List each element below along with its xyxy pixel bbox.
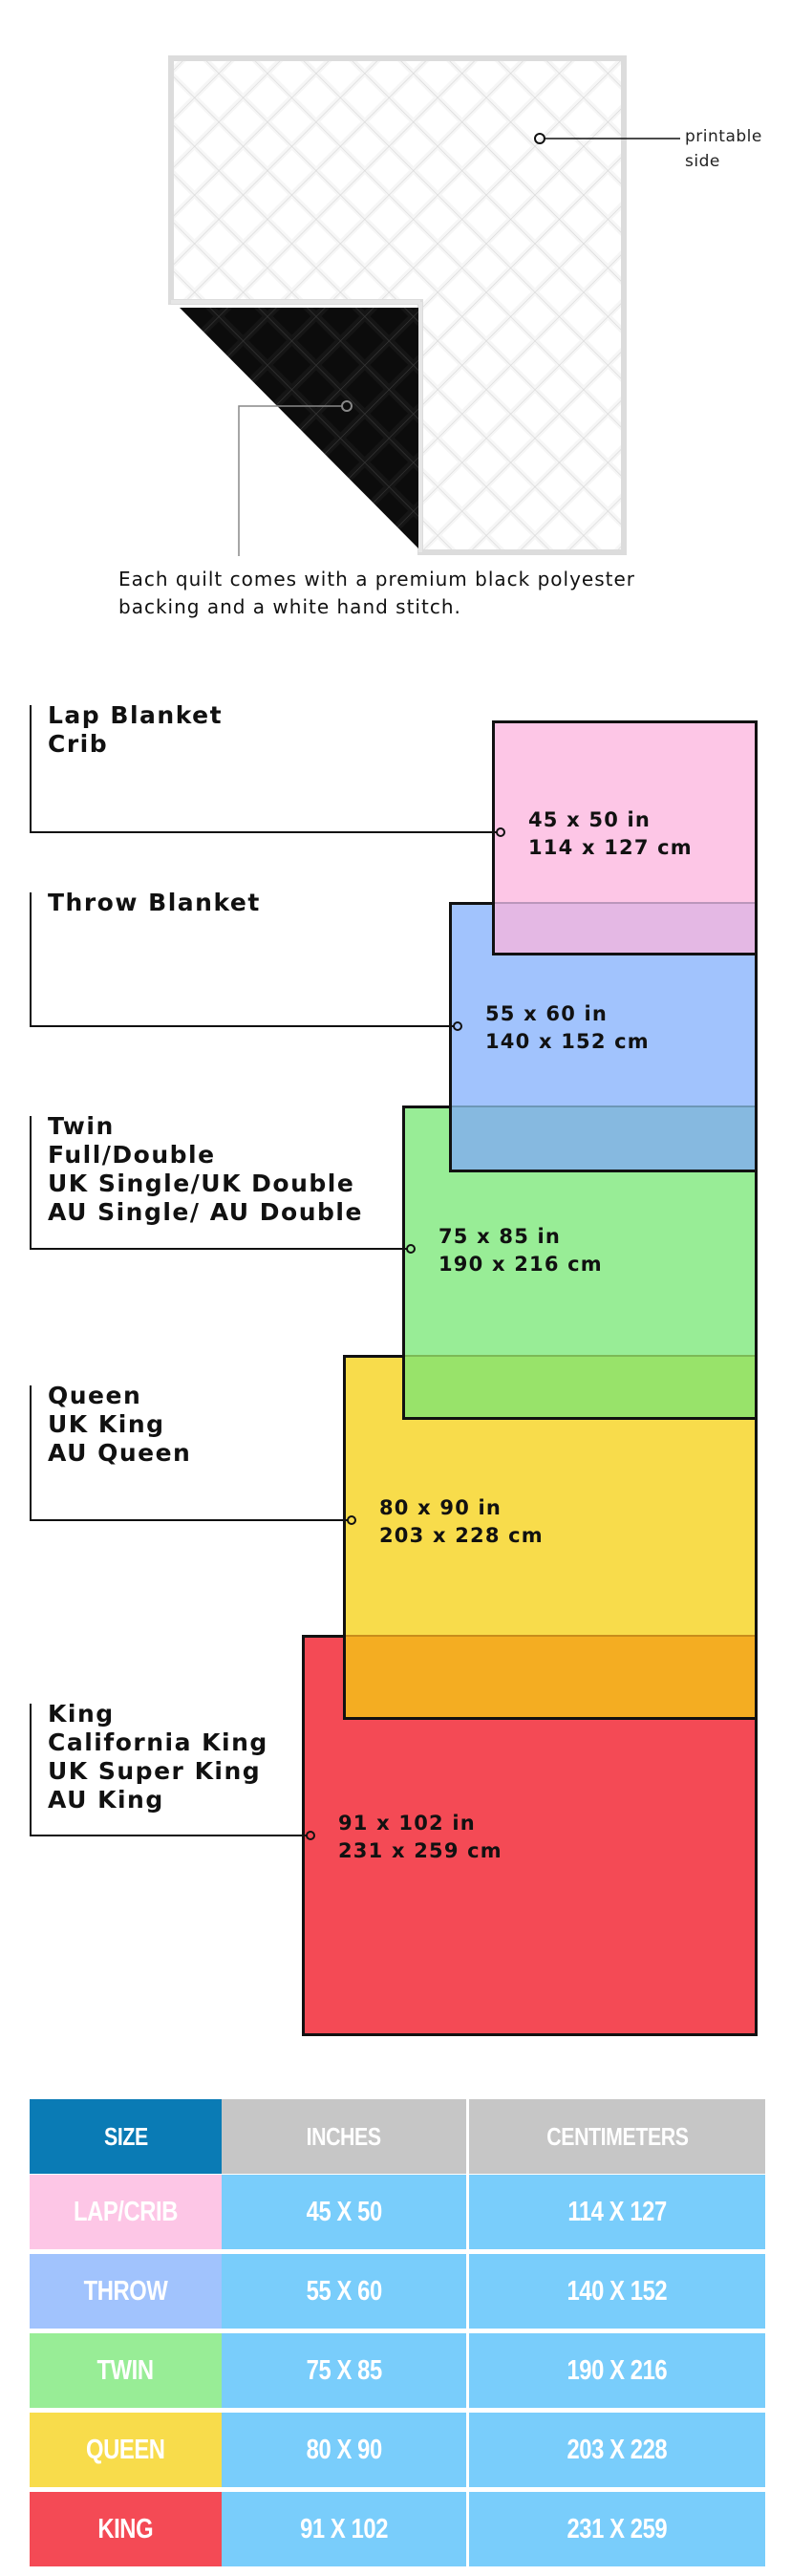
- table-cell-cm: 140 X 152: [469, 2254, 765, 2329]
- quilt-illustration: [168, 55, 680, 556]
- printable-label-line: printable: [685, 127, 762, 146]
- size-names: Queen UK King AU Queen: [48, 1382, 191, 1468]
- caption-line: backing and a white hand stitch.: [118, 595, 461, 618]
- size-name: Throw Blanket: [48, 889, 261, 916]
- dimension-cm: 231 x 259 cm: [338, 1839, 502, 1862]
- size-name: AU King: [48, 1786, 164, 1814]
- callout-dot: [496, 827, 505, 837]
- size-name: Crib: [48, 730, 109, 758]
- label-bracket: [30, 892, 457, 1027]
- printable-label-line: side: [685, 152, 720, 171]
- dimension-inches: 75 x 85 in: [438, 1225, 562, 1248]
- size-name: Queen: [48, 1382, 142, 1409]
- label-bracket: [30, 705, 500, 833]
- table-cell-inches: 91 X 102: [222, 2492, 466, 2566]
- table-cell-size: THROW: [30, 2254, 222, 2329]
- dimension-inches: 91 x 102 in: [338, 1812, 476, 1835]
- dimension-inches: 80 x 90 in: [379, 1496, 502, 1519]
- size-names: Throw Blanket: [48, 889, 261, 917]
- size-name: California King: [48, 1728, 268, 1756]
- overlap-strip: [495, 902, 755, 953]
- table-cell-inches: 45 X 50: [222, 2175, 466, 2249]
- size-dimensions: 80 x 90 in 203 x 228 cm: [379, 1494, 544, 1550]
- table-cell-cm: 203 X 228: [469, 2413, 765, 2487]
- label-bracket: [30, 1704, 310, 1836]
- size-name: UK Super King: [48, 1757, 262, 1785]
- overlap-strip: [346, 1635, 755, 1717]
- table-cell-cm: 231 X 259: [469, 2492, 765, 2566]
- callout-dot: [306, 1831, 315, 1840]
- table-cell-inches: 80 X 90: [222, 2413, 466, 2487]
- callout-dot: [347, 1515, 356, 1525]
- overlap-strip: [405, 1355, 755, 1417]
- dimension-cm: 114 x 127 cm: [528, 836, 693, 859]
- size-dimensions: 75 x 85 in 190 x 216 cm: [438, 1223, 603, 1278]
- table-cell-cm: 190 X 216: [469, 2333, 765, 2408]
- size-name: UK Single/UK Double: [48, 1170, 355, 1197]
- overlap-strip: [452, 1106, 755, 1170]
- dimension-cm: 203 x 228 cm: [379, 1524, 544, 1547]
- size-dimensions: 55 x 60 in 140 x 152 cm: [485, 1000, 650, 1056]
- dimension-inches: 55 x 60 in: [485, 1002, 609, 1025]
- label-bracket: [30, 1116, 410, 1250]
- dimension-cm: 190 x 216 cm: [438, 1253, 603, 1276]
- label-bracket: [30, 1385, 351, 1521]
- size-name: King: [48, 1700, 115, 1728]
- size-names: King California King UK Super King AU King: [48, 1700, 268, 1814]
- callout-dot: [406, 1244, 416, 1254]
- size-name: Lap Blanket: [48, 701, 224, 729]
- size-name: Full/Double: [48, 1141, 216, 1169]
- dimension-cm: 140 x 152 cm: [485, 1030, 650, 1053]
- printable-side-label: printable side: [685, 124, 762, 174]
- size-name: Twin: [48, 1112, 115, 1140]
- size-name: AU Queen: [48, 1439, 192, 1467]
- caption-line: Each quilt comes with a premium black po…: [118, 568, 636, 590]
- table-header-cm: CENTIMETERS: [469, 2099, 765, 2174]
- quilt-caption: Each quilt comes with a premium black po…: [118, 566, 635, 621]
- size-dimensions: 91 x 102 in 231 x 259 cm: [338, 1810, 502, 1865]
- table-cell-size: TWIN: [30, 2333, 222, 2408]
- table-cell-cm: 114 X 127: [469, 2175, 765, 2249]
- dimension-inches: 45 x 50 in: [528, 808, 652, 831]
- callout-dot: [453, 1021, 462, 1031]
- size-dimensions: 45 x 50 in 114 x 127 cm: [528, 806, 693, 862]
- size-names: Lap Blanket Crib: [48, 701, 223, 759]
- table-cell-size: LAP/CRIB: [30, 2175, 222, 2249]
- table-cell-inches: 75 X 85: [222, 2333, 466, 2408]
- table-cell-inches: 55 X 60: [222, 2254, 466, 2329]
- table-header-inches: INCHES: [222, 2099, 466, 2174]
- table-cell-size: QUEEN: [30, 2413, 222, 2487]
- size-name: UK King: [48, 1410, 165, 1438]
- table-cell-size: KING: [30, 2492, 222, 2566]
- size-names: Twin Full/Double UK Single/UK Double AU Sin…: [48, 1112, 363, 1227]
- size-name: AU Single/ AU Double: [48, 1198, 363, 1226]
- quilt-backing: [180, 308, 418, 548]
- table-header-size: SIZE: [30, 2099, 222, 2174]
